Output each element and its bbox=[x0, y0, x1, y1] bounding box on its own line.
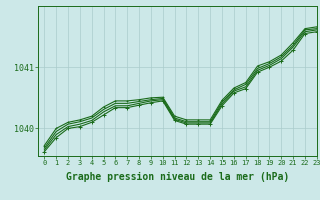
X-axis label: Graphe pression niveau de la mer (hPa): Graphe pression niveau de la mer (hPa) bbox=[66, 172, 289, 182]
